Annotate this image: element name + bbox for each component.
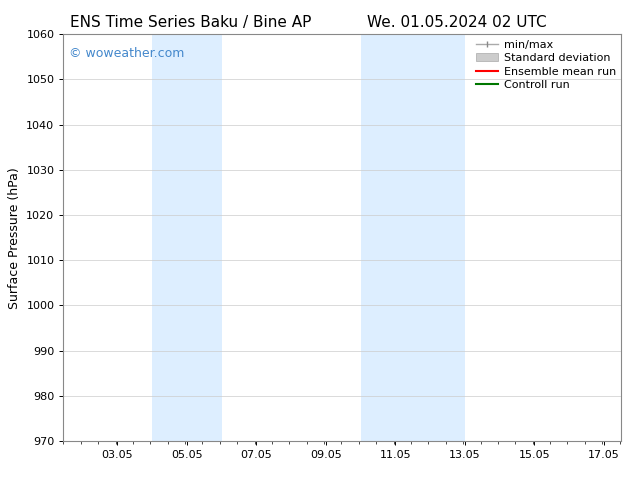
Text: © woweather.com: © woweather.com xyxy=(69,47,184,59)
Text: We. 01.05.2024 02 UTC: We. 01.05.2024 02 UTC xyxy=(366,15,547,30)
Y-axis label: Surface Pressure (hPa): Surface Pressure (hPa) xyxy=(8,167,21,309)
Text: ENS Time Series Baku / Bine AP: ENS Time Series Baku / Bine AP xyxy=(70,15,311,30)
Bar xyxy=(361,34,465,441)
Bar xyxy=(152,34,221,441)
Legend: min/max, Standard deviation, Ensemble mean run, Controll run: min/max, Standard deviation, Ensemble me… xyxy=(476,40,616,90)
